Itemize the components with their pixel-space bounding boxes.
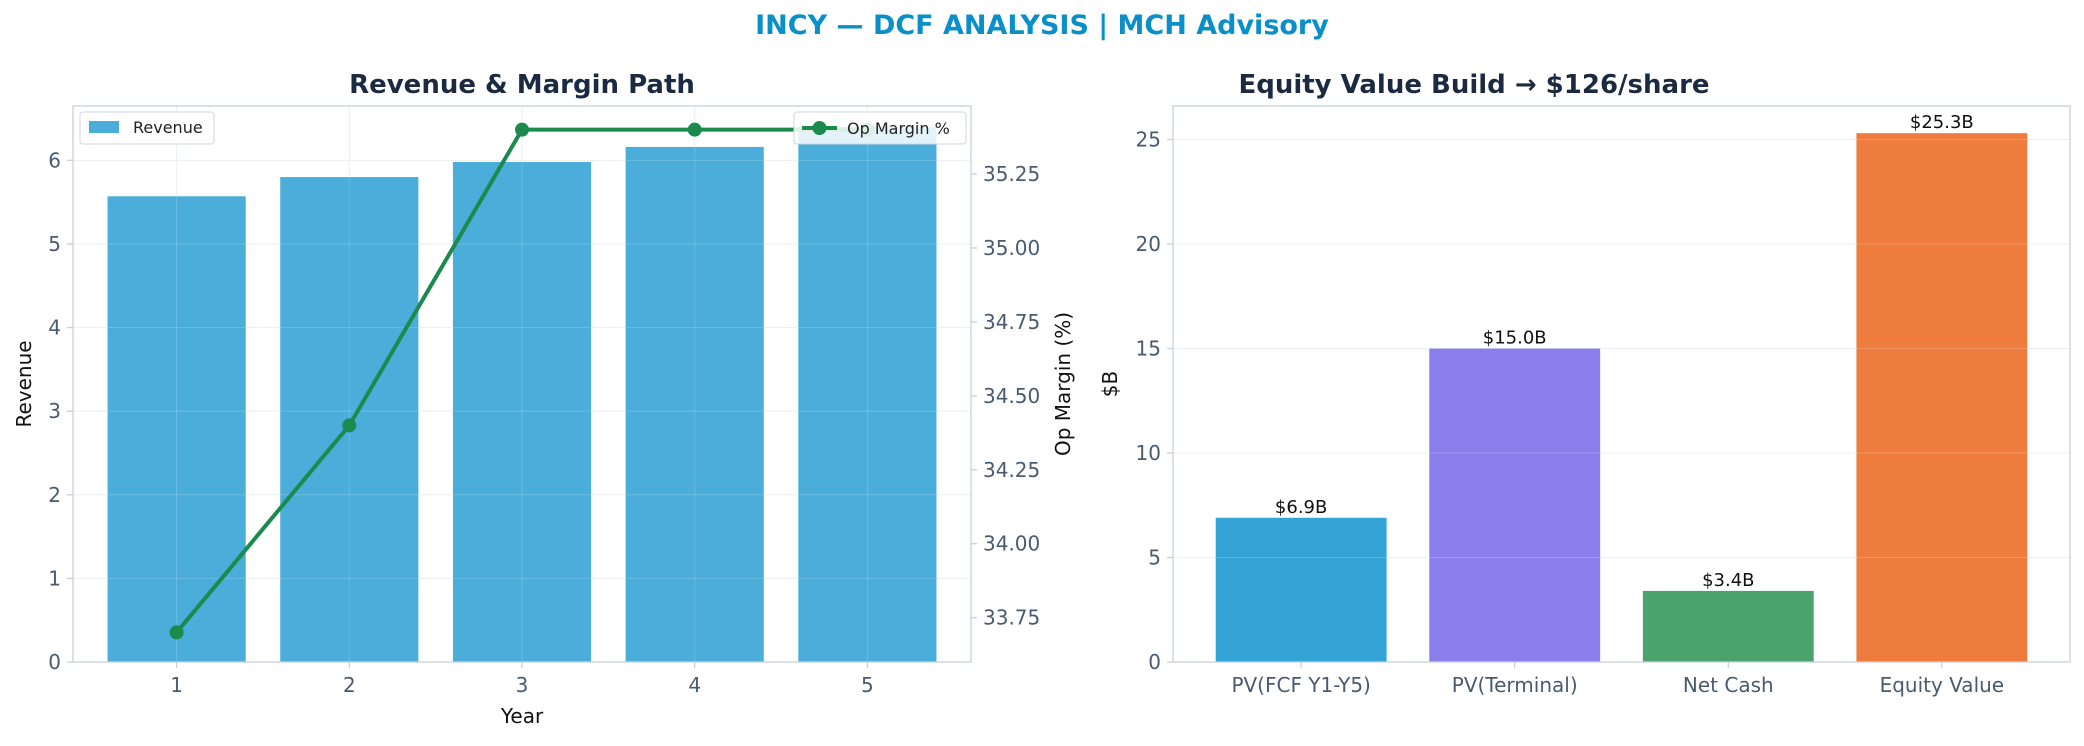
equity-y-tick-label: 0: [1148, 650, 1161, 674]
margin-y2-tick-label: 35.00: [983, 236, 1040, 260]
revenue-y-tick-label: 0: [48, 650, 61, 674]
equity-data-label: $15.0B: [1483, 327, 1547, 348]
revenue-legend-box: [79, 111, 215, 145]
revenue-legend: Revenue: [79, 111, 215, 145]
op-margin-legend-label: Op Margin %: [847, 119, 950, 138]
revenue-x-tick-label: 4: [688, 673, 701, 697]
revenue-legend-swatch: [89, 121, 119, 133]
revenue-x-tick-label: 3: [516, 673, 529, 697]
equity-y-tick-label: 10: [1136, 441, 1161, 465]
margin-y2-axis-label: Op Margin (%): [1051, 312, 1075, 456]
equity-data-labels: $6.9B $15.0B $3.4B $25.3B: [1275, 112, 1974, 591]
equity-y-ticks: 0 5 10 15 20 25: [1136, 127, 1173, 674]
revenue-x-tick-label: 1: [170, 673, 183, 697]
revenue-x-tick-label: 2: [343, 673, 356, 697]
revenue-legend-label: Revenue: [133, 118, 203, 137]
revenue-y-tick-label: 2: [48, 483, 61, 507]
equity-data-label: $3.4B: [1702, 570, 1754, 591]
equity-bar: [1642, 590, 1814, 662]
equity-bar: [1856, 133, 2028, 663]
revenue-bar: [452, 162, 592, 662]
equity-y-axis-label: $B: [1098, 371, 1122, 397]
equity-chart-title: Equity Value Build → $126/share: [1238, 70, 1709, 100]
margin-y2-tick-label: 34.75: [983, 310, 1040, 334]
revenue-y-ticks: 0 1 2 3 4 5 6: [48, 148, 73, 674]
equity-bars: [1173, 133, 2070, 663]
revenue-bar: [625, 146, 764, 663]
equity-y-tick-label: 15: [1136, 336, 1161, 360]
margin-y2-tick-label: 35.25: [983, 162, 1040, 186]
revenue-y-tick-label: 6: [48, 148, 61, 172]
revenue-y-tick-label: 1: [48, 566, 61, 590]
revenue-chart-title: Revenue & Margin Path: [349, 70, 695, 100]
equity-y-tick-label: 25: [1136, 127, 1161, 151]
equity-y-tick-label: 5: [1148, 545, 1161, 569]
revenue-x-axis-label: Year: [500, 704, 544, 728]
figure-suptitle: INCY — DCF ANALYSIS | MCH Advisory: [755, 10, 1329, 41]
equity-y-tick-label: 20: [1136, 232, 1161, 256]
equity-bar: [1429, 348, 1601, 662]
revenue-bars: [73, 106, 971, 663]
margin-y2-ticks: 33.75 34.00 34.25 34.50 34.75 35.00 35.25: [971, 162, 1040, 630]
margin-y2-tick-label: 34.50: [983, 384, 1040, 408]
margin-y2-tick-label: 34.00: [983, 532, 1040, 556]
op-margin-point: [169, 625, 184, 640]
op-margin-point: [342, 418, 357, 433]
margin-y2-tick-label: 34.25: [983, 458, 1040, 482]
op-margin-legend: Op Margin %: [793, 111, 967, 145]
revenue-bar: [798, 126, 937, 663]
revenue-margin-chart: Revenue & Margin Path 1 2 3 4 5 0 1 2 3 4 5 6 33.7…: [12, 70, 1075, 728]
equity-x-tick-label: PV(FCF Y1-Y5): [1231, 673, 1370, 697]
equity-x-tick-label: PV(Terminal): [1452, 673, 1578, 697]
revenue-y-tick-label: 4: [48, 316, 61, 340]
op-margin-legend-marker: [812, 121, 827, 135]
equity-x-tick-label: Net Cash: [1683, 673, 1774, 697]
equity-data-label: $6.9B: [1275, 497, 1327, 518]
equity-chart-frame: [1172, 105, 2071, 663]
equity-data-label: $25.3B: [1910, 112, 1974, 133]
revenue-y-axis-label: Revenue: [12, 340, 36, 427]
op-margin-point: [687, 122, 702, 137]
equity-x-ticks: PV(FCF Y1-Y5) PV(Terminal) Net Cash Equity …: [1231, 662, 2004, 697]
op-margin-legend-box: [793, 111, 967, 145]
revenue-x-ticks: 1 2 3 4 5: [170, 662, 874, 697]
revenue-x-tick-label: 5: [861, 673, 874, 697]
revenue-y-tick-label: 3: [48, 399, 61, 423]
equity-x-tick-label: Equity Value: [1880, 673, 2005, 697]
margin-y2-tick-label: 33.75: [983, 606, 1040, 630]
equity-value-chart: Equity Value Build → $126/share PV(FCF Y…: [1098, 70, 2071, 697]
revenue-bar: [107, 196, 246, 663]
equity-bar: [1215, 517, 1387, 662]
revenue-y-tick-label: 5: [48, 232, 61, 256]
op-margin-point: [515, 122, 529, 137]
